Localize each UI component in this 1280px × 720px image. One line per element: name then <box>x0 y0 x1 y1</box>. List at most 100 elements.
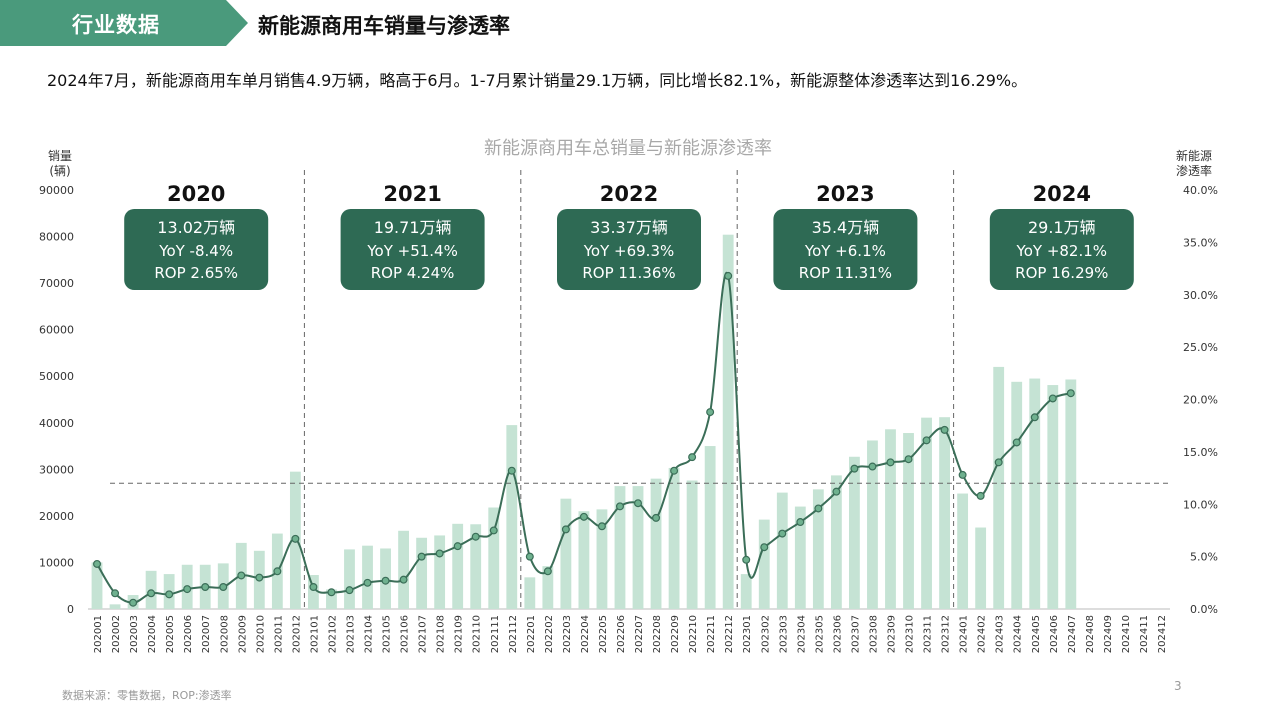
year-label: 2020 <box>167 182 225 206</box>
penetration-point <box>507 466 516 475</box>
left-tick-label: 30000 <box>39 463 74 476</box>
year-yoy: YoY -8.4% <box>158 242 233 260</box>
bar <box>758 519 770 609</box>
bar <box>812 489 824 609</box>
penetration-point <box>435 549 444 558</box>
x-tick-label: 202212 <box>724 615 735 653</box>
year-summary-box <box>773 209 918 290</box>
x-tick-label: 202307 <box>850 615 861 653</box>
year-label: 2024 <box>1033 182 1091 206</box>
left-tick-label: 70000 <box>39 277 74 290</box>
year-total: 19.71万辆 <box>374 218 452 237</box>
x-tick-label: 202009 <box>237 615 248 653</box>
page-number: 3 <box>1174 679 1182 693</box>
x-tick-label: 202311 <box>923 615 934 653</box>
penetration-point <box>1066 389 1075 398</box>
year-yoy: YoY +82.1% <box>1016 242 1108 260</box>
x-tick-label: 202209 <box>670 615 681 653</box>
x-tick-label: 202004 <box>147 615 158 653</box>
penetration-point <box>615 502 624 511</box>
penetration-point <box>255 573 264 582</box>
x-tick-label: 202405 <box>1031 615 1042 653</box>
bar <box>885 429 896 609</box>
x-tick-label: 202303 <box>778 615 789 653</box>
right-tick-label: 15.0% <box>1183 446 1218 459</box>
x-tick-label: 202005 <box>165 615 176 653</box>
right-tick-label: 20.0% <box>1183 394 1218 407</box>
bar <box>596 509 608 609</box>
x-tick-label: 202112 <box>508 615 519 653</box>
left-tick-label: 0 <box>67 603 74 616</box>
x-tick-label: 202104 <box>364 615 375 653</box>
penetration-point <box>471 532 480 541</box>
right-tick-label: 30.0% <box>1183 289 1218 302</box>
data-source-note: 数据来源：零售数据，ROP:渗透率 <box>62 689 232 702</box>
x-tick-label: 202107 <box>418 615 429 653</box>
x-tick-label: 202411 <box>1139 615 1150 653</box>
bar <box>506 425 518 609</box>
bar <box>578 511 590 609</box>
penetration-point <box>976 491 985 500</box>
left-axis-label: (辆) <box>49 164 70 178</box>
penetration-point <box>237 571 246 580</box>
x-tick-label: 202208 <box>652 615 663 653</box>
year-rop: ROP 4.24% <box>371 264 455 282</box>
summary-text: 2024年7月，新能源商用车单月销售4.9万辆，略高于6月。1-7月累计销量29… <box>47 71 1028 90</box>
year-label: 2022 <box>600 182 658 206</box>
bar <box>614 486 626 609</box>
x-tick-label: 202210 <box>688 615 699 653</box>
x-tick-label: 202006 <box>183 615 194 653</box>
penetration-point <box>670 466 679 475</box>
x-tick-label: 202001 <box>93 615 104 653</box>
section-tag: 行业数据 <box>0 0 248 46</box>
bar <box>830 475 842 609</box>
bar <box>362 545 373 609</box>
x-tick-label: 202203 <box>562 615 573 653</box>
year-yoy: YoY +51.4% <box>366 242 458 260</box>
year-yoy: YoY +69.3% <box>583 242 675 260</box>
bar <box>1029 378 1041 609</box>
penetration-point <box>886 458 895 467</box>
x-tick-label: 202305 <box>814 615 825 653</box>
bar <box>650 478 662 609</box>
penetration-point <box>958 470 967 479</box>
x-tick-label: 202102 <box>327 615 338 653</box>
year-summary-box <box>989 209 1134 290</box>
x-tick-label: 202002 <box>111 615 122 653</box>
penetration-point <box>453 542 462 551</box>
bar <box>470 524 482 609</box>
x-tick-label: 202205 <box>598 615 609 653</box>
year-summary-box <box>124 209 269 290</box>
penetration-point <box>597 522 606 531</box>
x-tick-label: 202412 <box>1157 615 1168 653</box>
bar <box>722 234 734 609</box>
x-tick-label: 202110 <box>472 615 483 653</box>
bar <box>776 492 788 609</box>
penetration-point <box>1030 413 1039 422</box>
right-tick-label: 0.0% <box>1190 603 1218 616</box>
penetration-point <box>1048 394 1057 403</box>
bar <box>1065 379 1077 609</box>
x-tick-label: 202007 <box>201 615 212 653</box>
x-tick-label: 202301 <box>742 615 753 653</box>
bar <box>1047 385 1059 609</box>
penetration-point <box>183 585 192 594</box>
x-tick-label: 202407 <box>1067 615 1078 653</box>
penetration-point <box>399 575 408 584</box>
year-label: 2023 <box>816 182 874 206</box>
left-tick-label: 10000 <box>39 556 74 569</box>
penetration-point <box>652 513 661 522</box>
x-tick-label: 202105 <box>382 615 393 653</box>
penetration-point <box>345 586 354 595</box>
bar <box>939 417 950 609</box>
right-tick-label: 10.0% <box>1183 498 1218 511</box>
penetration-point <box>93 559 102 568</box>
left-tick-label: 20000 <box>39 510 74 523</box>
right-tick-label: 5.0% <box>1190 551 1218 564</box>
bar <box>903 433 914 609</box>
penetration-point <box>327 588 336 597</box>
penetration-point <box>363 578 372 587</box>
bar <box>740 574 752 609</box>
x-tick-label: 202012 <box>291 615 302 653</box>
